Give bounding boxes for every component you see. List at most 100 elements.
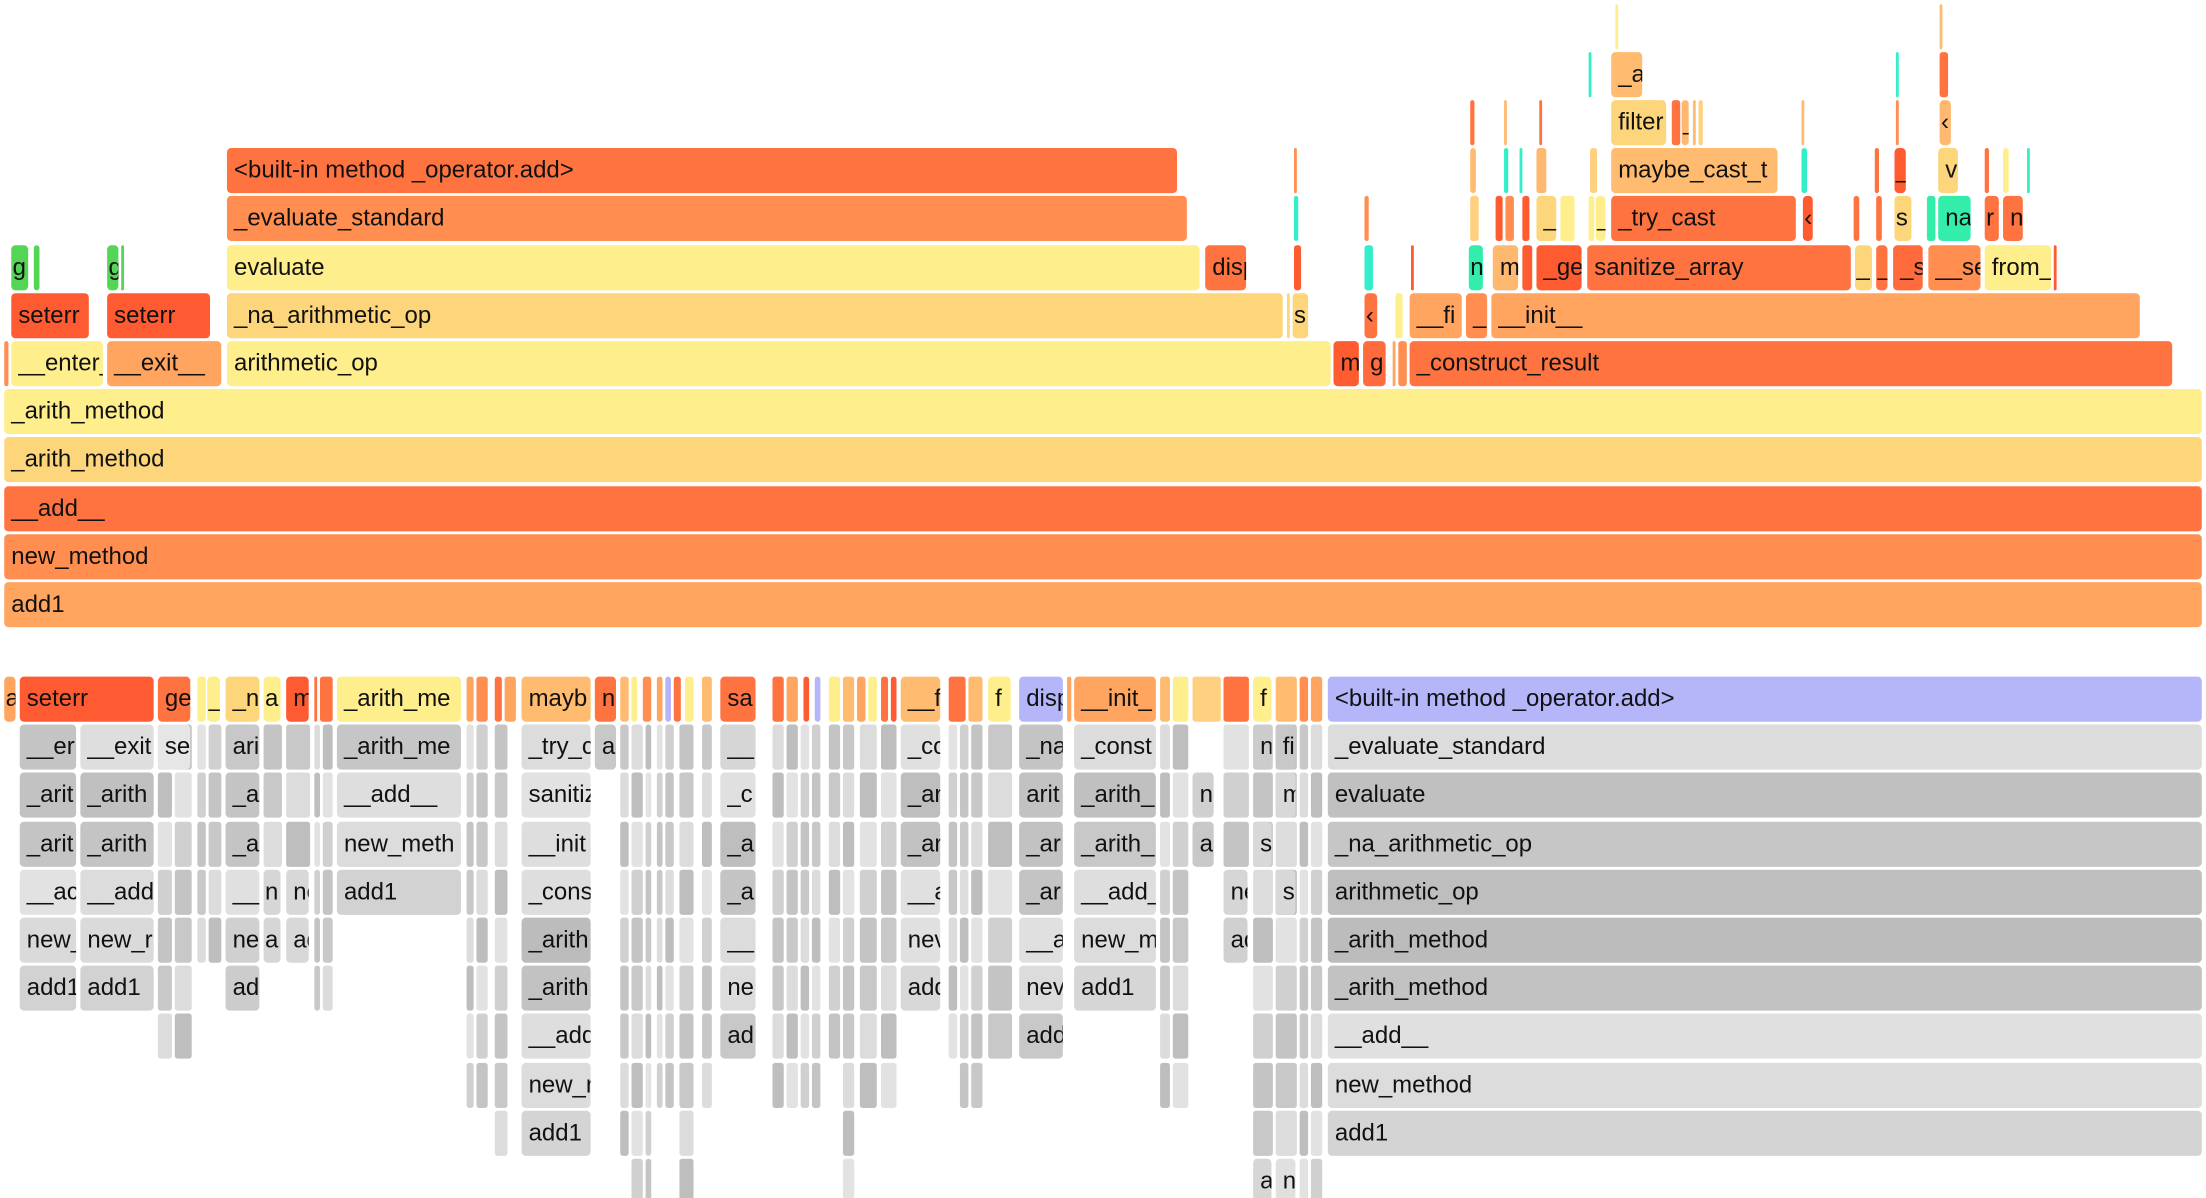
flame-frame-sliver[interactable]	[665, 1062, 674, 1108]
flame-frame[interactable]: _	[1855, 244, 1872, 290]
flame-frame-sliver[interactable]	[881, 917, 896, 963]
flame-frame-sliver[interactable]	[620, 1014, 628, 1060]
flame-frame-sliver[interactable]	[631, 965, 643, 1011]
flame-frame[interactable]: n	[1275, 1158, 1296, 1198]
flame-frame-sliver[interactable]	[772, 917, 784, 963]
flame-frame-sliver[interactable]	[1364, 196, 1369, 242]
flame-frame[interactable]: sanitize_array	[1587, 244, 1851, 290]
flame-frame-sliver[interactable]	[968, 676, 982, 722]
flame-frame-sliver[interactable]	[859, 917, 877, 963]
flame-frame-sliver[interactable]	[679, 773, 693, 819]
flame-frame-sliver[interactable]	[1519, 148, 1522, 194]
flame-frame[interactable]: ne	[225, 917, 260, 963]
flame-frame-sliver[interactable]	[494, 821, 507, 867]
flame-frame[interactable]: add1	[80, 965, 154, 1011]
flame-frame-sliver[interactable]	[1172, 773, 1188, 819]
flame-frame-sliver[interactable]	[971, 1062, 982, 1108]
flame-frame-sliver[interactable]	[959, 917, 968, 963]
flame-frame-sliver[interactable]	[1801, 100, 1804, 146]
flame-frame[interactable]: _ar	[1019, 869, 1063, 915]
flame-frame-sliver[interactable]	[1299, 1158, 1308, 1198]
flame-frame-sliver[interactable]	[800, 773, 809, 819]
flame-frame[interactable]: new_method	[4, 533, 2202, 580]
flame-frame-sliver[interactable]	[828, 917, 840, 963]
flame-frame-sliver[interactable]	[1310, 773, 1322, 819]
flame-frame-sliver[interactable]	[1392, 341, 1395, 387]
flame-frame[interactable]: _s	[1893, 244, 1923, 290]
flame-frame-sliver[interactable]	[1895, 51, 1899, 97]
flame-frame-sliver[interactable]	[319, 676, 332, 722]
flame-frame-sliver[interactable]	[642, 676, 651, 722]
flame-frame-sliver[interactable]	[476, 724, 488, 770]
flame-frame-sliver[interactable]	[701, 773, 712, 819]
flame-frame-sliver[interactable]	[631, 917, 643, 963]
flame-frame-sliver[interactable]	[197, 821, 206, 867]
flame-frame-sliver[interactable]	[197, 869, 206, 915]
flame-frame[interactable]: seterr	[107, 292, 211, 339]
flame-frame-sliver[interactable]	[881, 821, 896, 867]
flame-frame-sliver[interactable]	[811, 821, 820, 867]
flame-frame[interactable]: __add__	[4, 485, 2202, 531]
flame-frame-sliver[interactable]	[174, 965, 192, 1011]
flame-frame-sliver[interactable]	[494, 676, 502, 722]
flame-frame-sliver[interactable]	[881, 676, 888, 722]
flame-frame-sliver[interactable]	[988, 724, 1012, 770]
flame-frame-sliver[interactable]	[1310, 724, 1322, 770]
flame-frame-sliver[interactable]	[1253, 965, 1273, 1011]
flame-frame-sliver[interactable]	[881, 1062, 896, 1108]
flame-frame-sliver[interactable]	[174, 821, 192, 867]
flame-frame[interactable]: _co	[900, 724, 941, 770]
flame-frame[interactable]: _ar	[900, 773, 941, 819]
flame-frame-sliver[interactable]	[842, 1110, 854, 1156]
flame-frame-sliver[interactable]	[881, 773, 896, 819]
flame-frame-sliver[interactable]	[494, 917, 507, 963]
flame-frame-sliver[interactable]	[1310, 965, 1322, 1011]
flame-frame-sliver[interactable]	[476, 676, 488, 722]
flame-frame-sliver[interactable]	[1172, 917, 1188, 963]
flame-frame-sliver[interactable]	[197, 676, 206, 722]
flame-frame-sliver[interactable]	[948, 773, 957, 819]
flame-frame-sliver[interactable]	[971, 965, 982, 1011]
flame-frame-sliver[interactable]	[679, 1014, 693, 1060]
flame-frame-sliver[interactable]	[1411, 244, 1414, 290]
flame-frame[interactable]: _ _	[1536, 196, 1557, 242]
flame-frame[interactable]: __add	[80, 869, 154, 915]
flame-frame-sliver[interactable]	[1275, 917, 1297, 963]
flame-frame-sliver[interactable]	[842, 724, 854, 770]
flame-frame[interactable]: _construct_result	[1409, 341, 2173, 387]
flame-frame[interactable]: __	[225, 869, 260, 915]
flame-frame-sliver[interactable]	[1172, 965, 1188, 1011]
flame-frame-sliver[interactable]	[466, 1062, 473, 1108]
flame-frame-sliver[interactable]	[645, 821, 651, 867]
flame-frame-sliver[interactable]	[1310, 917, 1322, 963]
flame-frame-sliver[interactable]	[1522, 244, 1532, 290]
flame-frame[interactable]: __add	[521, 1014, 591, 1060]
flame-frame-sliver[interactable]	[971, 821, 982, 867]
flame-frame[interactable]: sanitiz	[521, 773, 591, 819]
flame-frame[interactable]: _const	[1074, 724, 1156, 770]
flame-frame-sliver[interactable]	[948, 724, 957, 770]
flame-frame-sliver[interactable]	[679, 917, 693, 963]
flame-frame[interactable]: disp	[1019, 676, 1063, 722]
flame-frame[interactable]: _arith_method	[1327, 917, 2202, 963]
flame-frame-sliver[interactable]	[1310, 1158, 1322, 1198]
flame-frame[interactable]: n	[1192, 773, 1214, 819]
flame-frame[interactable]: __init__	[1491, 292, 2140, 339]
flame-frame-sliver[interactable]	[772, 1062, 784, 1108]
flame-frame-sliver[interactable]	[673, 676, 681, 722]
flame-frame-sliver[interactable]	[1223, 724, 1249, 770]
flame-frame-sliver[interactable]	[811, 1062, 820, 1108]
flame-frame-sliver[interactable]	[1299, 1014, 1308, 1060]
flame-frame[interactable]: _	[1876, 244, 1888, 290]
flame-frame-sliver[interactable]	[959, 965, 968, 1011]
flame-frame-sliver[interactable]	[286, 773, 310, 819]
flame-frame-sliver[interactable]	[948, 965, 957, 1011]
flame-frame[interactable]: add	[900, 965, 941, 1011]
flame-frame[interactable]: _	[207, 676, 220, 722]
flame-frame-sliver[interactable]	[1539, 100, 1542, 146]
flame-frame-sliver[interactable]	[1895, 100, 1899, 146]
flame-frame[interactable]: _a	[1611, 51, 1643, 97]
flame-frame-sliver[interactable]	[1504, 100, 1507, 146]
flame-frame-sliver[interactable]	[1692, 100, 1696, 146]
flame-frame[interactable]: nev	[1019, 965, 1063, 1011]
